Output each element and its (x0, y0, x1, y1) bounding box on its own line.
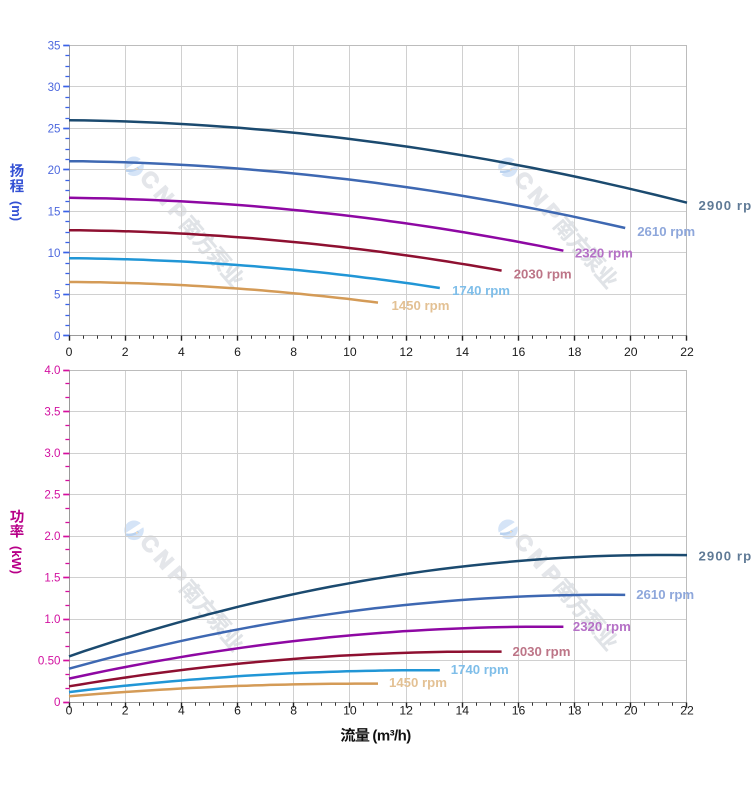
svg-text:2.0: 2.0 (44, 530, 60, 543)
svg-text:18: 18 (568, 703, 582, 717)
svg-text:4: 4 (178, 703, 185, 717)
svg-text:2610 rpm: 2610 rpm (636, 587, 694, 602)
svg-text:35: 35 (48, 40, 61, 53)
svg-text:8: 8 (290, 345, 297, 359)
svg-text:1450 rpm: 1450 rpm (389, 675, 447, 690)
svg-text:4.0: 4.0 (44, 364, 60, 377)
svg-text:0: 0 (54, 696, 60, 709)
svg-text:30: 30 (48, 81, 61, 94)
svg-text:14: 14 (456, 703, 470, 717)
svg-text:(m³/h): (m³/h) (372, 727, 411, 744)
svg-text:0: 0 (54, 330, 60, 343)
svg-text:10: 10 (343, 703, 357, 717)
svg-text:20: 20 (624, 703, 638, 717)
svg-text:(m): (m) (9, 201, 24, 221)
svg-text:2030 rpm: 2030 rpm (513, 644, 571, 659)
svg-text:2: 2 (122, 345, 129, 359)
svg-text:8: 8 (290, 703, 297, 717)
svg-text:0.50: 0.50 (38, 655, 61, 668)
svg-text:4: 4 (178, 345, 185, 359)
svg-text:(kW): (kW) (9, 546, 24, 574)
svg-text:2: 2 (122, 703, 129, 717)
svg-text:16: 16 (512, 345, 526, 359)
svg-text:12: 12 (399, 703, 413, 717)
svg-text:14: 14 (456, 345, 470, 359)
svg-text:0: 0 (66, 703, 73, 717)
svg-text:2900 rpm: 2900 rpm (699, 549, 752, 564)
svg-text:2320 rpm: 2320 rpm (573, 619, 631, 634)
svg-text:10: 10 (343, 345, 357, 359)
svg-text:16: 16 (512, 703, 526, 717)
svg-text:10: 10 (48, 247, 61, 260)
svg-text:18: 18 (568, 345, 582, 359)
svg-text:20: 20 (48, 164, 61, 177)
svg-text:22: 22 (680, 345, 694, 359)
svg-text:3.0: 3.0 (44, 447, 60, 460)
svg-text:20: 20 (624, 345, 638, 359)
svg-text:2900 rpm: 2900 rpm (699, 198, 752, 213)
svg-text:12: 12 (399, 345, 413, 359)
svg-text:3.5: 3.5 (44, 406, 60, 419)
svg-text:5: 5 (54, 289, 60, 302)
svg-text:1450 rpm: 1450 rpm (392, 298, 450, 313)
svg-text:1740 rpm: 1740 rpm (451, 662, 509, 677)
svg-text:1.5: 1.5 (44, 572, 60, 585)
svg-text:22: 22 (680, 703, 694, 717)
svg-text:1740 rpm: 1740 rpm (452, 283, 510, 298)
svg-text:2030 rpm: 2030 rpm (514, 267, 572, 282)
svg-text:15: 15 (48, 206, 61, 219)
svg-text:2610 rpm: 2610 rpm (637, 224, 695, 239)
svg-text:1.0: 1.0 (44, 613, 60, 626)
svg-text:2320 rpm: 2320 rpm (575, 245, 633, 260)
svg-text:0: 0 (66, 345, 73, 359)
svg-text:6: 6 (234, 703, 241, 717)
svg-text:2.5: 2.5 (44, 489, 60, 502)
svg-text:25: 25 (48, 123, 61, 136)
svg-text:6: 6 (234, 345, 241, 359)
